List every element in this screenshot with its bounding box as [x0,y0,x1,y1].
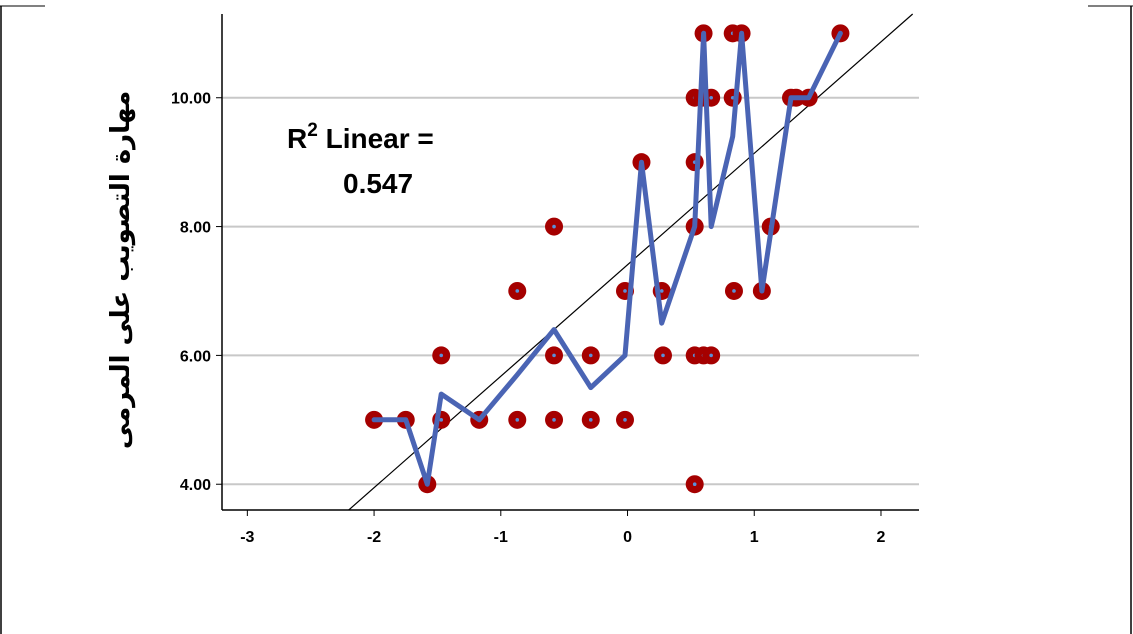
y-tick-label: 10.00 [171,91,211,108]
series-line-layer [371,30,843,487]
y-axis-title: مهارة التصويب على المرمى [106,91,136,449]
data-point-center [659,289,664,293]
data-point [654,346,673,365]
data-point [432,346,451,365]
data-point [581,410,600,429]
data-point-center [709,95,713,100]
tick-labels: 4.00 6.00 8.00 10.00 -3 -2 -1 0 1 2 [171,91,886,546]
r-label: R [287,123,307,154]
data-point [508,281,527,300]
data-point [545,217,564,236]
x-tick-label: -3 [240,529,254,546]
data-point [581,346,600,365]
data-point-center [623,289,627,293]
x-tick-label: 2 [877,529,886,546]
data-point [545,346,564,365]
data-point-center [552,353,556,358]
data-point-center [588,418,593,422]
x-tick-label: 0 [623,529,632,546]
data-point-center [552,224,556,229]
data-point [702,346,721,365]
data-point-center [623,418,627,422]
r-superscript: 2 [307,120,318,141]
r-squared-value: 0.547 [343,168,413,199]
data-point [724,281,743,300]
x-tick-label: -2 [367,529,381,546]
x-tick-label: -1 [494,529,508,546]
y-tick-label: 6.00 [180,348,211,365]
y-tick-label: 8.00 [180,220,211,237]
data-point [615,410,634,429]
data-point-center [515,418,520,422]
data-point-center [732,289,736,293]
data-point-center [439,418,444,422]
data-point-center [439,353,444,358]
y-tick-label: 4.00 [180,477,211,494]
data-point [508,410,527,429]
data-point [685,475,704,494]
x-tick-label: 1 [750,529,759,546]
data-point-center [709,353,713,358]
data-point [545,410,564,429]
data-point-center [692,482,697,487]
series-line [371,30,843,487]
data-point-center [661,353,665,358]
data-point [685,153,704,172]
linear-label: Linear = [318,123,434,154]
data-point-center [515,289,520,293]
axes [216,14,919,516]
gridlines [222,96,919,486]
r-squared-annotation: R2 Linear = [287,120,434,154]
data-point-center [552,418,556,422]
data-point-center [588,353,593,358]
